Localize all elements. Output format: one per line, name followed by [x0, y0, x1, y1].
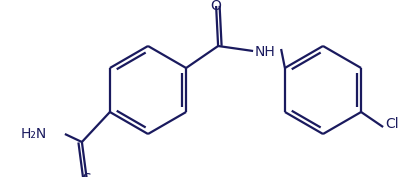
Text: S: S: [83, 172, 91, 177]
Text: Cl: Cl: [385, 117, 399, 131]
Text: O: O: [211, 0, 221, 13]
Text: NH: NH: [255, 45, 276, 59]
Text: H₂N: H₂N: [21, 127, 47, 141]
